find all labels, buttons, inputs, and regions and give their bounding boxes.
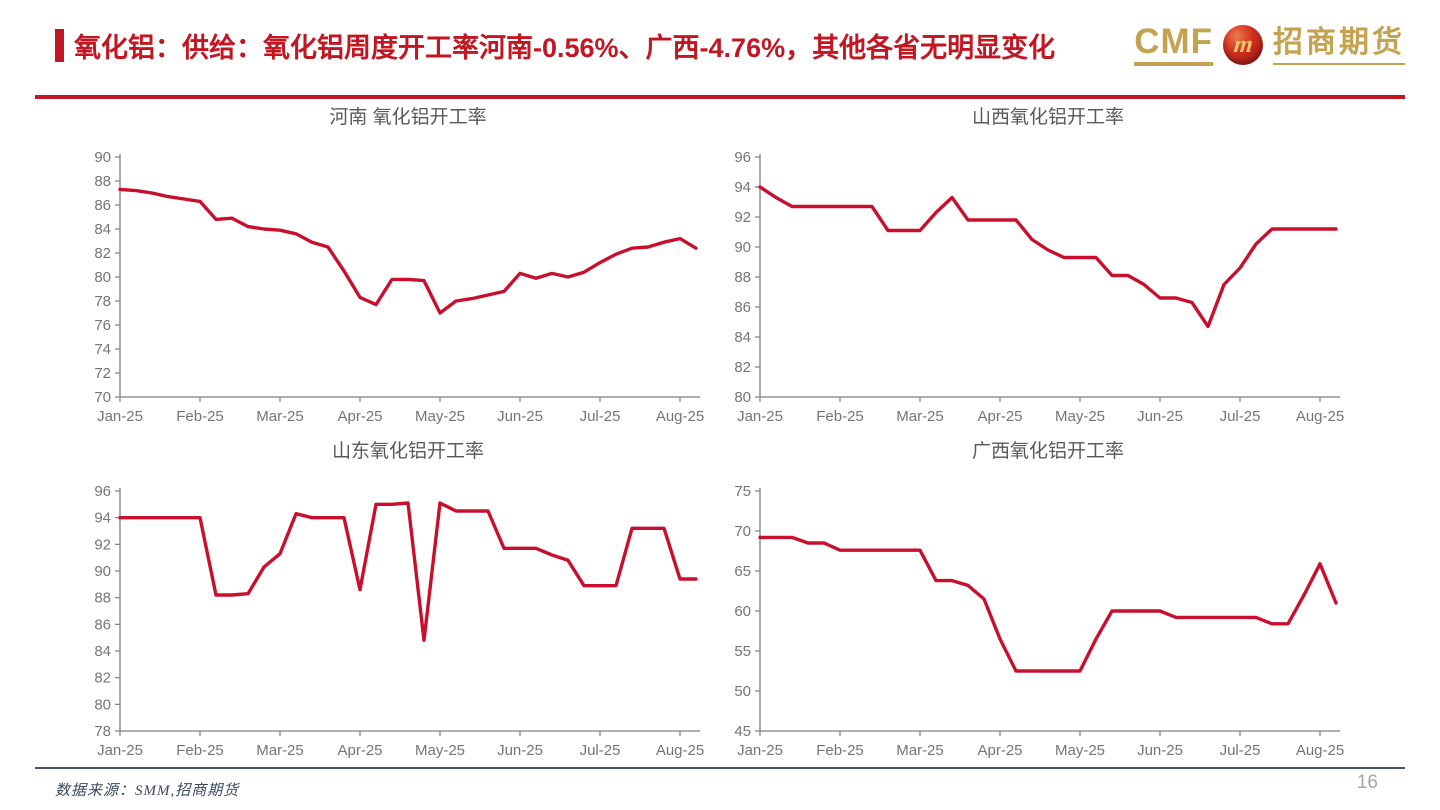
series-line	[118, 501, 698, 643]
y-tick-label: 45	[734, 723, 751, 740]
y-tick-label: 86	[94, 197, 111, 214]
badge-m-glyph: m	[1232, 32, 1254, 58]
y-tick-label: 84	[734, 329, 751, 346]
y-tick-label: 94	[94, 510, 111, 527]
y-tick-label: 72	[94, 365, 111, 382]
y-tick-label: 92	[734, 209, 751, 226]
y-tick-label: 70	[94, 389, 111, 406]
x-tick-label: Jan-25	[737, 408, 783, 425]
x-tick-label: May-25	[415, 408, 465, 425]
chart-shandong: 山东氧化铝开工率 78 80 82 84 86 88 90 92 94 96 Jan-25 Feb-2…	[70, 434, 710, 768]
x-tick-label: Mar-25	[896, 408, 944, 425]
series-line	[118, 187, 698, 315]
y-tick-label: 76	[94, 317, 111, 334]
x-tick-label: Jul-25	[580, 742, 621, 759]
x-tick-label: Jun-25	[1137, 742, 1183, 759]
x-tick-label: Apr-25	[337, 408, 382, 425]
x-tick-label: Jul-25	[1220, 408, 1261, 425]
x-tick-label: Jun-25	[497, 408, 543, 425]
chart-title-shanxi: 山西氧化铝开工率	[971, 107, 1124, 128]
x-tick-label: Jan-25	[97, 408, 143, 425]
x-tick-label: Jul-25	[1220, 742, 1261, 759]
x-tick-label: Jun-25	[497, 742, 543, 759]
x-tick-label: Jan-25	[737, 742, 783, 759]
page-number: 16	[1356, 772, 1378, 793]
x-tick-label: Jul-25	[580, 408, 621, 425]
x-tick-label: Aug-25	[1296, 408, 1344, 425]
series-line	[758, 185, 1338, 329]
chart-canvas-henan: 70 72 74 76 78 80 82 84 86 88 90 Jan-25 Feb-25 Mar-25…	[94, 149, 704, 425]
y-tick-label: 88	[734, 269, 751, 286]
y-tick-label: 70	[734, 523, 751, 540]
chart-canvas-shanxi: 80 82 84 86 88 90 92 94 96 Jan-25 Feb-25 Mar-25 Apr-…	[734, 149, 1344, 425]
x-tick-label: Mar-25	[896, 742, 944, 759]
x-tick-label: Feb-25	[816, 742, 864, 759]
chart-henan: 河南 氧化铝开工率 70 72 74 76 78 80 82 84 86 88 90 Jan-25 Fe…	[70, 100, 710, 434]
x-tick-label: Aug-25	[656, 408, 704, 425]
y-tick-label: 86	[94, 616, 111, 633]
footer-divider	[35, 767, 1405, 769]
x-tick-label: Aug-25	[1296, 742, 1344, 759]
y-tick-label: 84	[94, 221, 111, 238]
x-tick-label: May-25	[1055, 408, 1105, 425]
brand-logo: CMF m 招商期货	[1134, 24, 1405, 66]
y-tick-label: 88	[94, 173, 111, 190]
y-tick-label: 96	[94, 483, 111, 500]
y-tick-label: 90	[94, 149, 111, 166]
x-tick-label: Feb-25	[816, 408, 864, 425]
y-tick-label: 80	[94, 269, 111, 286]
series-line	[758, 535, 1338, 673]
y-tick-label: 94	[734, 179, 751, 196]
charts-grid: 河南 氧化铝开工率 70 72 74 76 78 80 82 84 86 88 90 Jan-25 Fe…	[70, 100, 1350, 768]
brand-name: 招商期货	[1273, 26, 1405, 65]
header: 氧化铝：供给：氧化铝周度开工率河南-0.56%、广西-4.76%，其他各省无明显…	[55, 24, 1405, 66]
y-tick-label: 80	[94, 696, 111, 713]
y-tick-label: 74	[94, 341, 111, 358]
y-tick-label: 78	[94, 293, 111, 310]
header-divider	[35, 95, 1405, 99]
y-tick-label: 86	[734, 299, 751, 316]
y-tick-label: 80	[734, 389, 751, 406]
x-tick-label: Mar-25	[256, 408, 304, 425]
y-tick-label: 65	[734, 563, 751, 580]
x-tick-label: Jun-25	[1137, 408, 1183, 425]
y-tick-label: 82	[734, 359, 751, 376]
x-tick-label: Jan-25	[97, 742, 143, 759]
chart-canvas-guangxi: 45 50 55 60 65 70 75 Jan-25 Feb-25 Mar-25 Apr-25 Ma…	[734, 483, 1344, 759]
title-accent-bar	[55, 28, 64, 62]
y-tick-label: 78	[94, 723, 111, 740]
x-tick-label: Feb-25	[176, 742, 224, 759]
x-tick-label: Mar-25	[256, 742, 304, 759]
chart-title-henan: 河南 氧化铝开工率	[329, 107, 487, 128]
y-tick-label: 60	[734, 603, 751, 620]
cmf-logo-text: CMF	[1134, 24, 1213, 66]
y-tick-label: 88	[94, 590, 111, 607]
y-tick-label: 82	[94, 670, 111, 687]
y-tick-label: 90	[734, 239, 751, 256]
data-source: 数据来源：SMM,招商期货	[55, 783, 240, 799]
y-tick-label: 75	[734, 483, 751, 500]
x-tick-label: Apr-25	[977, 408, 1022, 425]
x-tick-label: Apr-25	[977, 742, 1022, 759]
y-tick-label: 50	[734, 683, 751, 700]
page-title: 氧化铝：供给：氧化铝周度开工率河南-0.56%、广西-4.76%，其他各省无明显…	[74, 32, 1056, 63]
x-tick-label: Aug-25	[656, 742, 704, 759]
y-tick-label: 96	[734, 149, 751, 166]
chart-guangxi: 广西氧化铝开工率 45 50 55 60 65 70 75 Jan-25 Feb-25 Mar-2…	[710, 434, 1350, 768]
y-tick-label: 55	[734, 643, 751, 660]
chart-shanxi: 山西氧化铝开工率 80 82 84 86 88 90 92 94 96 Jan-25 Feb-25 M…	[710, 100, 1350, 434]
chart-title-guangxi: 广西氧化铝开工率	[971, 441, 1124, 462]
y-tick-label: 84	[94, 643, 111, 660]
y-tick-label: 90	[94, 563, 111, 580]
chart-canvas-shandong: 78 80 82 84 86 88 90 92 94 96 Jan-25 Feb-25 Mar-25 Ap…	[94, 483, 704, 759]
x-tick-label: May-25	[415, 742, 465, 759]
cmf-badge-icon: m	[1223, 25, 1263, 65]
y-tick-label: 92	[94, 536, 111, 553]
y-tick-label: 82	[94, 245, 111, 262]
x-tick-label: Apr-25	[337, 742, 382, 759]
chart-title-shandong: 山东氧化铝开工率	[331, 441, 484, 462]
x-tick-label: Feb-25	[176, 408, 224, 425]
x-tick-label: May-25	[1055, 742, 1105, 759]
